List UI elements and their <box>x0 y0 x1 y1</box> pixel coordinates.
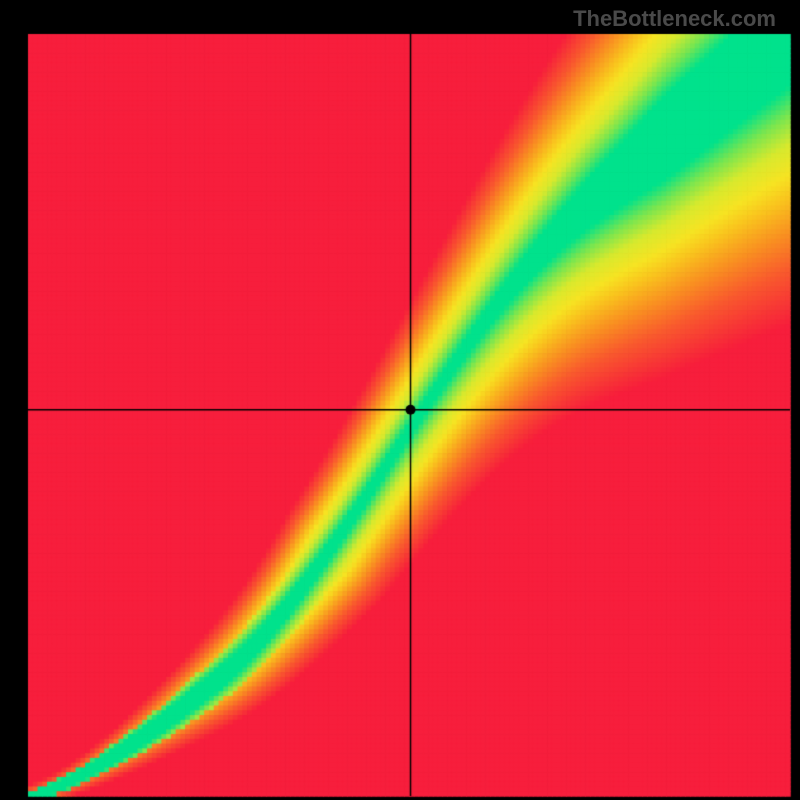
watermark-text: TheBottleneck.com <box>573 6 776 32</box>
bottleneck-heatmap <box>0 0 800 800</box>
